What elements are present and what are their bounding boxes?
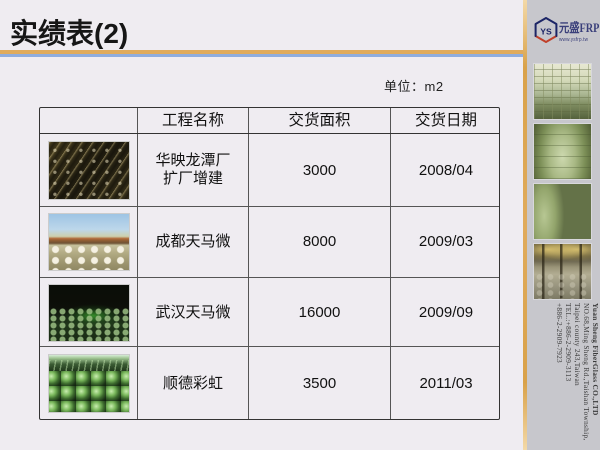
svg-text:YS: YS: [540, 26, 552, 36]
